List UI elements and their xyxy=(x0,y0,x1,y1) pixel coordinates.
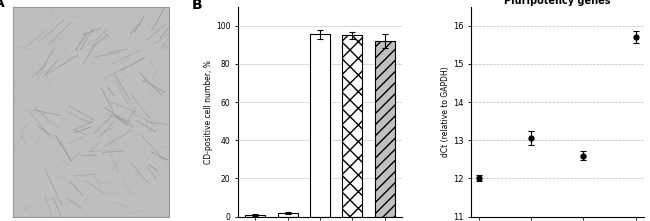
Text: A: A xyxy=(0,0,5,10)
Bar xyxy=(278,213,298,217)
Y-axis label: dCt (relative to GAPDH): dCt (relative to GAPDH) xyxy=(441,66,450,157)
Y-axis label: CD-positive cell number, %: CD-positive cell number, % xyxy=(204,60,213,164)
Title: Pluripotency genes: Pluripotency genes xyxy=(504,0,610,6)
Bar xyxy=(374,41,395,217)
Text: B: B xyxy=(192,0,203,12)
Bar xyxy=(343,35,362,217)
Bar xyxy=(246,215,265,217)
Bar xyxy=(310,34,330,217)
